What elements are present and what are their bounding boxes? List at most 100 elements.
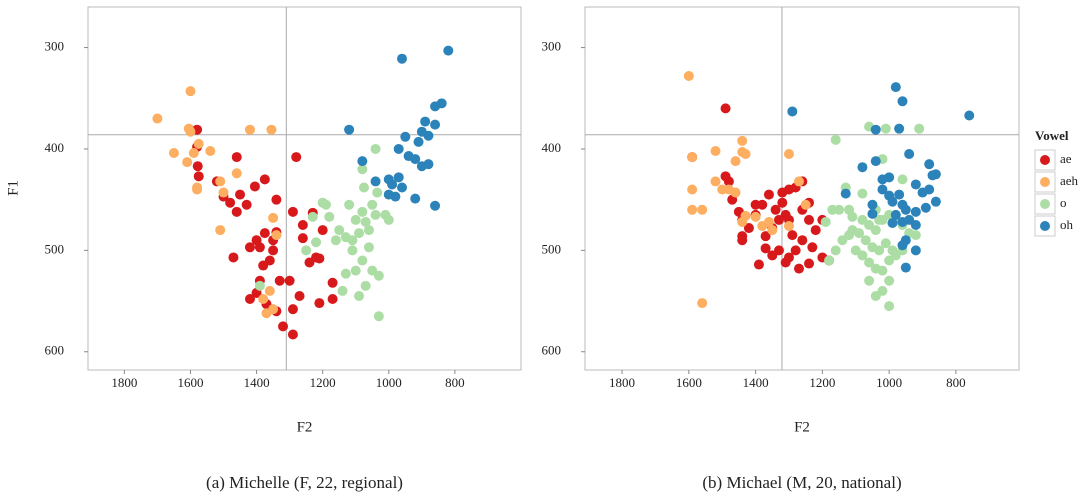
point bbox=[284, 275, 295, 286]
y-tick-label: 600 bbox=[542, 343, 562, 358]
point bbox=[930, 196, 941, 207]
point bbox=[930, 169, 941, 180]
x-tick-label: 1000 bbox=[376, 375, 402, 390]
point bbox=[793, 176, 804, 187]
y-tick-label: 600 bbox=[45, 343, 65, 358]
point bbox=[324, 211, 335, 222]
point bbox=[844, 204, 855, 215]
y-tick-label: 300 bbox=[45, 39, 65, 54]
point bbox=[218, 187, 229, 198]
point bbox=[225, 197, 236, 208]
point bbox=[740, 210, 751, 221]
point bbox=[241, 199, 252, 210]
y-tick-label: 300 bbox=[542, 39, 562, 54]
point bbox=[797, 235, 808, 246]
point bbox=[393, 172, 404, 183]
point bbox=[294, 290, 305, 301]
point bbox=[910, 179, 921, 190]
point bbox=[920, 202, 931, 213]
point bbox=[287, 304, 298, 315]
point bbox=[215, 176, 226, 187]
point bbox=[730, 156, 741, 167]
point bbox=[297, 233, 308, 244]
point bbox=[737, 235, 748, 246]
point bbox=[397, 53, 408, 64]
point bbox=[430, 200, 441, 211]
point bbox=[874, 214, 885, 225]
point bbox=[297, 220, 308, 231]
point bbox=[787, 106, 798, 117]
point bbox=[249, 181, 260, 192]
x-tick-label: 1400 bbox=[743, 375, 769, 390]
x-tick-label: 1800 bbox=[609, 375, 635, 390]
point bbox=[710, 176, 721, 187]
point bbox=[244, 242, 255, 253]
point bbox=[311, 237, 322, 248]
legend-label: oh bbox=[1060, 217, 1074, 232]
point bbox=[264, 285, 275, 296]
x-tick-label: 1000 bbox=[876, 375, 902, 390]
point bbox=[723, 176, 734, 187]
point bbox=[770, 204, 781, 215]
point bbox=[357, 255, 368, 266]
point bbox=[350, 214, 361, 225]
point bbox=[897, 240, 908, 251]
point bbox=[877, 265, 888, 276]
plot-frame bbox=[584, 6, 1020, 371]
point bbox=[837, 235, 848, 246]
point bbox=[874, 245, 885, 256]
point bbox=[278, 321, 289, 332]
point bbox=[188, 148, 199, 159]
legend-label: o bbox=[1060, 195, 1067, 210]
point bbox=[185, 86, 196, 97]
point bbox=[804, 258, 815, 269]
point bbox=[314, 253, 325, 264]
point bbox=[867, 199, 878, 210]
point bbox=[857, 250, 868, 261]
legend-swatch bbox=[1040, 177, 1050, 187]
point bbox=[244, 124, 255, 135]
point bbox=[193, 138, 204, 149]
point bbox=[914, 123, 925, 134]
point bbox=[773, 214, 784, 225]
point bbox=[884, 275, 895, 286]
point bbox=[864, 257, 875, 268]
point bbox=[443, 45, 454, 56]
point bbox=[827, 204, 838, 215]
point bbox=[317, 197, 328, 208]
point bbox=[870, 225, 881, 236]
point bbox=[268, 212, 279, 223]
point bbox=[783, 149, 794, 160]
legend-swatch bbox=[1040, 199, 1050, 209]
point bbox=[307, 211, 318, 222]
point bbox=[367, 199, 378, 210]
x-tick-label: 1800 bbox=[111, 375, 137, 390]
point bbox=[423, 130, 434, 141]
point bbox=[750, 211, 761, 222]
point bbox=[363, 225, 374, 236]
point bbox=[192, 161, 203, 172]
point bbox=[897, 96, 908, 107]
x-axis-label: F2 bbox=[794, 419, 810, 435]
point bbox=[327, 294, 338, 305]
point bbox=[910, 245, 921, 256]
point bbox=[867, 208, 878, 219]
point bbox=[720, 103, 731, 114]
point bbox=[259, 228, 270, 239]
point bbox=[393, 143, 404, 154]
point bbox=[363, 242, 374, 253]
point bbox=[317, 225, 328, 236]
point bbox=[215, 225, 226, 236]
point bbox=[800, 199, 811, 210]
x-tick-label: 1200 bbox=[809, 375, 835, 390]
point bbox=[357, 156, 368, 167]
point bbox=[400, 131, 411, 142]
point bbox=[354, 228, 365, 239]
y-tick-label: 500 bbox=[45, 241, 65, 256]
point bbox=[287, 329, 298, 340]
point bbox=[877, 285, 888, 296]
point bbox=[824, 255, 835, 266]
point bbox=[372, 187, 383, 198]
point bbox=[730, 187, 741, 198]
point bbox=[168, 148, 179, 159]
